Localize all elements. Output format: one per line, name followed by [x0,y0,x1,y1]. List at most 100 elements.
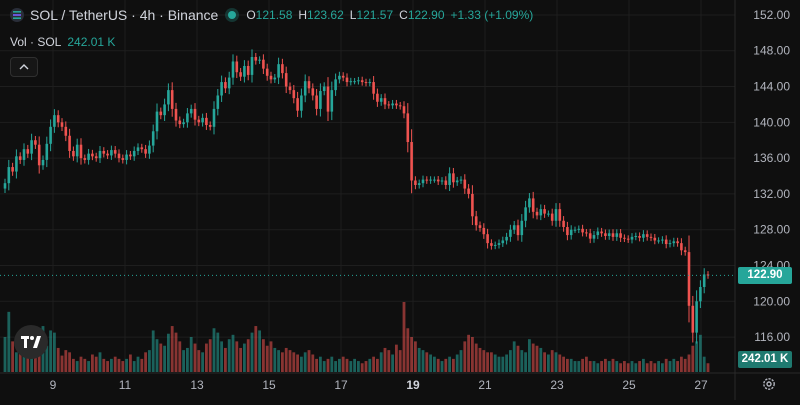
volume-bar [197,350,200,372]
volume-bar [277,350,280,372]
symbol-title[interactable]: SOL / TetherUS · 4h · Binance [30,7,218,23]
candle-body [479,225,482,228]
settings-gear-icon[interactable] [760,375,778,393]
candle [498,240,501,249]
candle-body [445,181,448,185]
volume-bar [384,348,387,372]
candle [42,155,45,169]
candle-body [129,155,132,157]
candle [30,134,33,160]
volume-bar [15,352,18,372]
candle-body [342,76,345,78]
candle [201,114,204,127]
volume-bar [129,355,132,373]
candle-body [144,149,147,153]
candle-body [384,98,387,104]
candle [574,227,577,233]
collapse-legend-button[interactable] [10,57,38,77]
candle [80,138,83,164]
volume-bar [194,344,197,372]
candle-body [118,154,121,158]
volume-bar [258,330,261,372]
candle-body [422,180,425,184]
volume-bar [672,359,675,372]
candle [198,116,201,126]
candle [676,238,679,247]
candle-body [418,183,421,185]
candle-body [312,88,315,95]
volume-bar [292,352,295,372]
candle [638,232,641,241]
candle-body [91,154,94,157]
candle [205,113,208,130]
volume-label[interactable]: Vol · SOL [10,35,61,49]
candle [46,137,49,167]
candle-body [182,122,185,124]
candle-body [11,167,14,171]
volume-bar [167,334,170,372]
volume-bar [289,350,292,372]
volume-bar [688,355,691,373]
candle [163,99,166,121]
candle [661,236,664,244]
candle [475,211,478,231]
candle-body [555,209,558,221]
candle [152,125,155,153]
time-tick-label: 23 [550,378,564,392]
candle-body [122,158,125,160]
volume-bar [133,361,136,372]
volume-bar [190,337,193,372]
tradingview-logo-icon[interactable] [14,325,48,359]
last-price-tag: 122.90 [738,267,792,284]
candle [213,101,216,134]
volume-bar [72,359,75,372]
candle [38,136,41,173]
candle [182,119,185,128]
candle-body [395,104,398,106]
volume-bar [414,341,417,372]
volume-bar [209,339,212,372]
volume-bar [684,359,687,372]
candle-body [585,232,588,233]
candle-body [471,194,474,216]
candle [350,78,353,86]
candle [388,101,391,109]
candle-body [141,147,144,149]
candle [236,56,239,78]
candle-body [608,233,611,236]
candle-body [597,232,600,236]
volume-bar [186,348,189,372]
candle-body [110,150,113,155]
candle-body [57,115,60,122]
candle-body [68,136,71,151]
candle [304,74,307,102]
candle-body [198,120,201,123]
volume-bar [182,350,185,372]
candle [616,229,619,241]
volume-bar [699,335,702,372]
candle-body [673,241,676,243]
candle [179,117,182,129]
volume-bar [156,339,159,372]
candle [517,220,520,241]
volume-bar [232,335,235,372]
candle [289,83,292,95]
candle-body [160,112,163,116]
time-axis[interactable]: 9 11 13 15 17 19 21 23 25 27 [50,378,708,392]
candle-body [103,151,106,154]
candle [277,58,280,84]
volume-bar [114,357,117,372]
volume-bar [475,344,478,372]
candle [266,64,269,81]
volume-value: 242.01 K [67,35,115,49]
candle-body [179,121,182,125]
candle-body [676,241,679,243]
ohlc-high: H123.62 [298,8,343,22]
price-axis[interactable]: 116.00120.00124.00128.00132.00136.00140.… [753,8,790,344]
candle-body [483,228,486,234]
candle-body [247,66,250,75]
candle-body [65,127,68,136]
volume-bar [680,357,683,372]
candle [122,155,125,164]
